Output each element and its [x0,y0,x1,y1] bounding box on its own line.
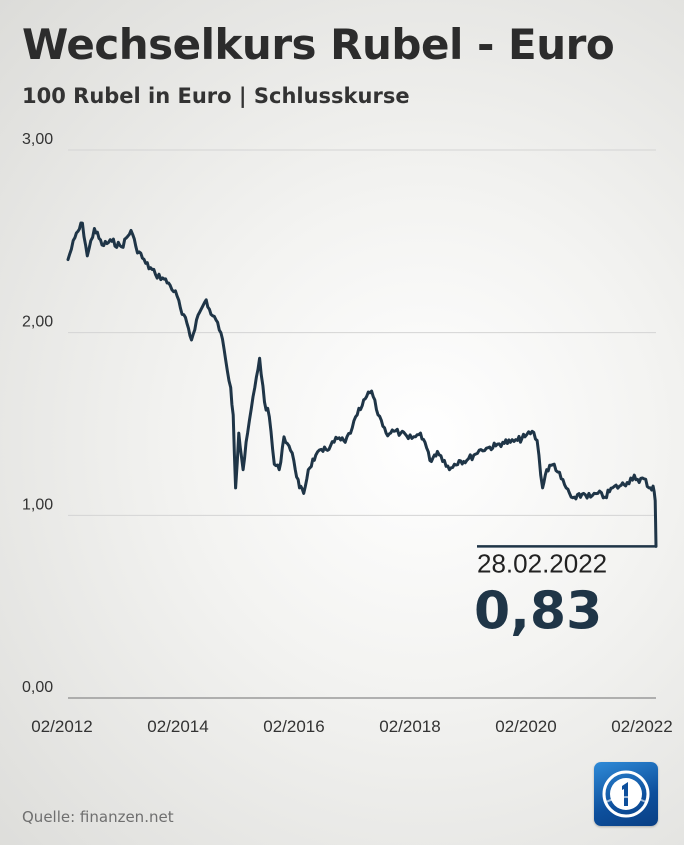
grid-lines [68,149,656,699]
x-axis-ticks: 02/2012 02/2014 02/2016 02/2018 02/2020 02/20… [31,717,672,736]
y-axis-ticks: 0,00 1,00 2,00 3,00 [22,131,53,696]
x-tick-label: 02/2020 [495,717,556,736]
y-tick-label: 3,00 [22,131,53,148]
source-note: Quelle: finanzen.net [22,808,174,826]
y-tick-label: 0,00 [22,679,53,696]
x-tick-label: 02/2014 [147,717,208,736]
annotation-value-label: 0,83 [474,581,602,641]
y-tick-label: 2,00 [22,314,53,331]
x-tick-label: 02/2022 [611,717,672,736]
x-tick-label: 02/2012 [31,717,92,736]
chart-subtitle: 100 Rubel in Euro | Schlusskurse [22,84,410,108]
x-tick-label: 02/2018 [379,717,440,736]
annotation-date-label: 28.02.2022 [477,548,607,578]
ard-one-icon [602,770,650,818]
series-line-rub-eur [66,221,658,548]
chart-title: Wechselkurs Rubel - Euro [22,20,615,69]
x-tick-label: 02/2016 [263,717,324,736]
y-tick-label: 1,00 [22,496,53,513]
broadcaster-logo [594,762,658,826]
